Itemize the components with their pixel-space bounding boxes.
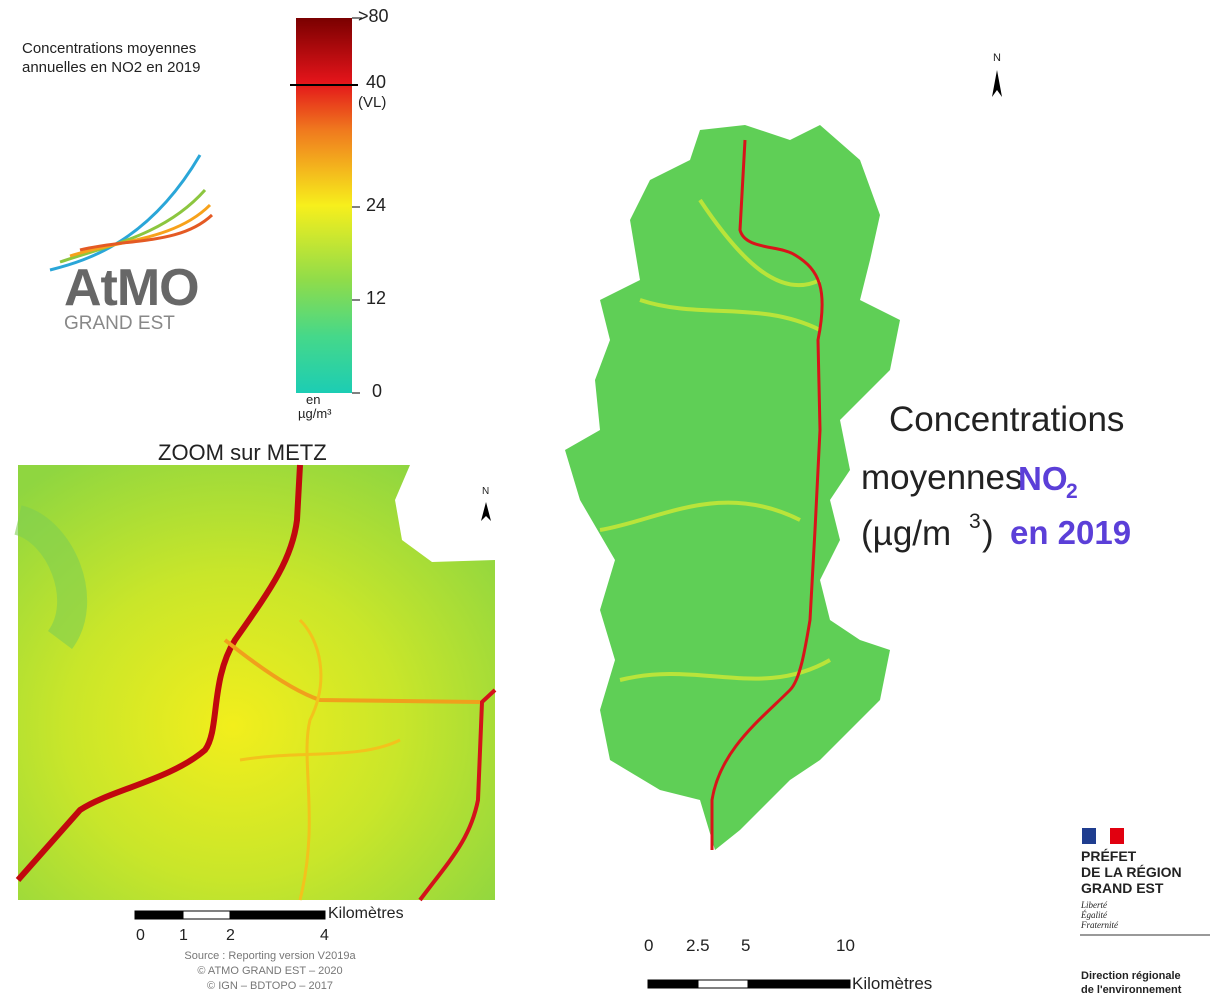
zoom-title: ZOOM sur METZ: [158, 440, 327, 466]
map-title-sup: 3: [969, 510, 981, 534]
prefet-text: PRÉFET: [1081, 848, 1136, 864]
logo-name: AtMO: [64, 258, 199, 318]
motto: Fraternité: [1081, 920, 1118, 930]
prefet-text: DE LA RÉGION: [1081, 864, 1182, 880]
scale-label: 2: [226, 927, 235, 945]
zoom-map: [18, 465, 495, 900]
marianne-flag: [1082, 828, 1124, 844]
map-title-year: en 2019: [1010, 514, 1131, 552]
scale-label: 1: [179, 927, 188, 945]
north-label: N: [482, 486, 489, 497]
source: © IGN – BDTOPO – 2017: [170, 980, 370, 992]
legend-unit: en: [306, 392, 320, 407]
scale-label: 4: [320, 927, 329, 945]
map-title-sub: 2: [1066, 480, 1078, 504]
main-map: [565, 125, 900, 850]
north-arrow: [992, 70, 1002, 97]
legend-label: 24: [366, 195, 386, 216]
graphics: [0, 0, 1217, 999]
north-label: N: [993, 52, 1001, 64]
scale-label: 0: [644, 936, 653, 956]
logo-region: GRAND EST: [64, 313, 175, 335]
motto: Égalité: [1081, 910, 1107, 920]
scale-label: 0: [136, 927, 145, 945]
scale-unit: Kilomètres: [852, 974, 932, 994]
legend-title: Concentrations moyennes: [22, 40, 196, 57]
prefet-text: GRAND EST: [1081, 880, 1163, 896]
source: Source : Reporting version V2019a: [170, 950, 370, 962]
motto: Liberté: [1081, 900, 1107, 910]
logo-arcs: [50, 155, 212, 270]
legend-label: >80: [358, 6, 389, 27]
page: Concentrations moyennes annuelles en NO2…: [0, 0, 1217, 999]
scale-label: 5: [741, 936, 750, 956]
legend-unit: µg/m³: [298, 406, 332, 421]
map-title: Concentrations: [889, 400, 1124, 440]
map-title: moyennes: [861, 458, 1022, 498]
direction: Direction régionale: [1081, 970, 1181, 982]
source: © ATMO GRAND EST – 2020: [170, 965, 370, 977]
legend-title: annuelles en NO2 en 2019: [22, 59, 200, 76]
scale-label: 10: [836, 936, 855, 956]
scale-bar: [648, 980, 850, 988]
legend-label: 12: [366, 288, 386, 309]
map-title-pollutant: NO: [1018, 460, 1068, 498]
legend-label: (VL): [358, 94, 386, 111]
color-scale: [296, 18, 352, 393]
direction: de l'environnement: [1081, 984, 1181, 996]
map-title: ): [982, 514, 994, 554]
scale-unit: Kilomètres: [328, 905, 404, 923]
legend-label: 0: [372, 381, 382, 402]
scale-label: 2.5: [686, 936, 710, 956]
scale-bar: [135, 911, 325, 919]
legend-label: 40: [366, 72, 386, 93]
map-title: (µg/m: [861, 514, 951, 554]
